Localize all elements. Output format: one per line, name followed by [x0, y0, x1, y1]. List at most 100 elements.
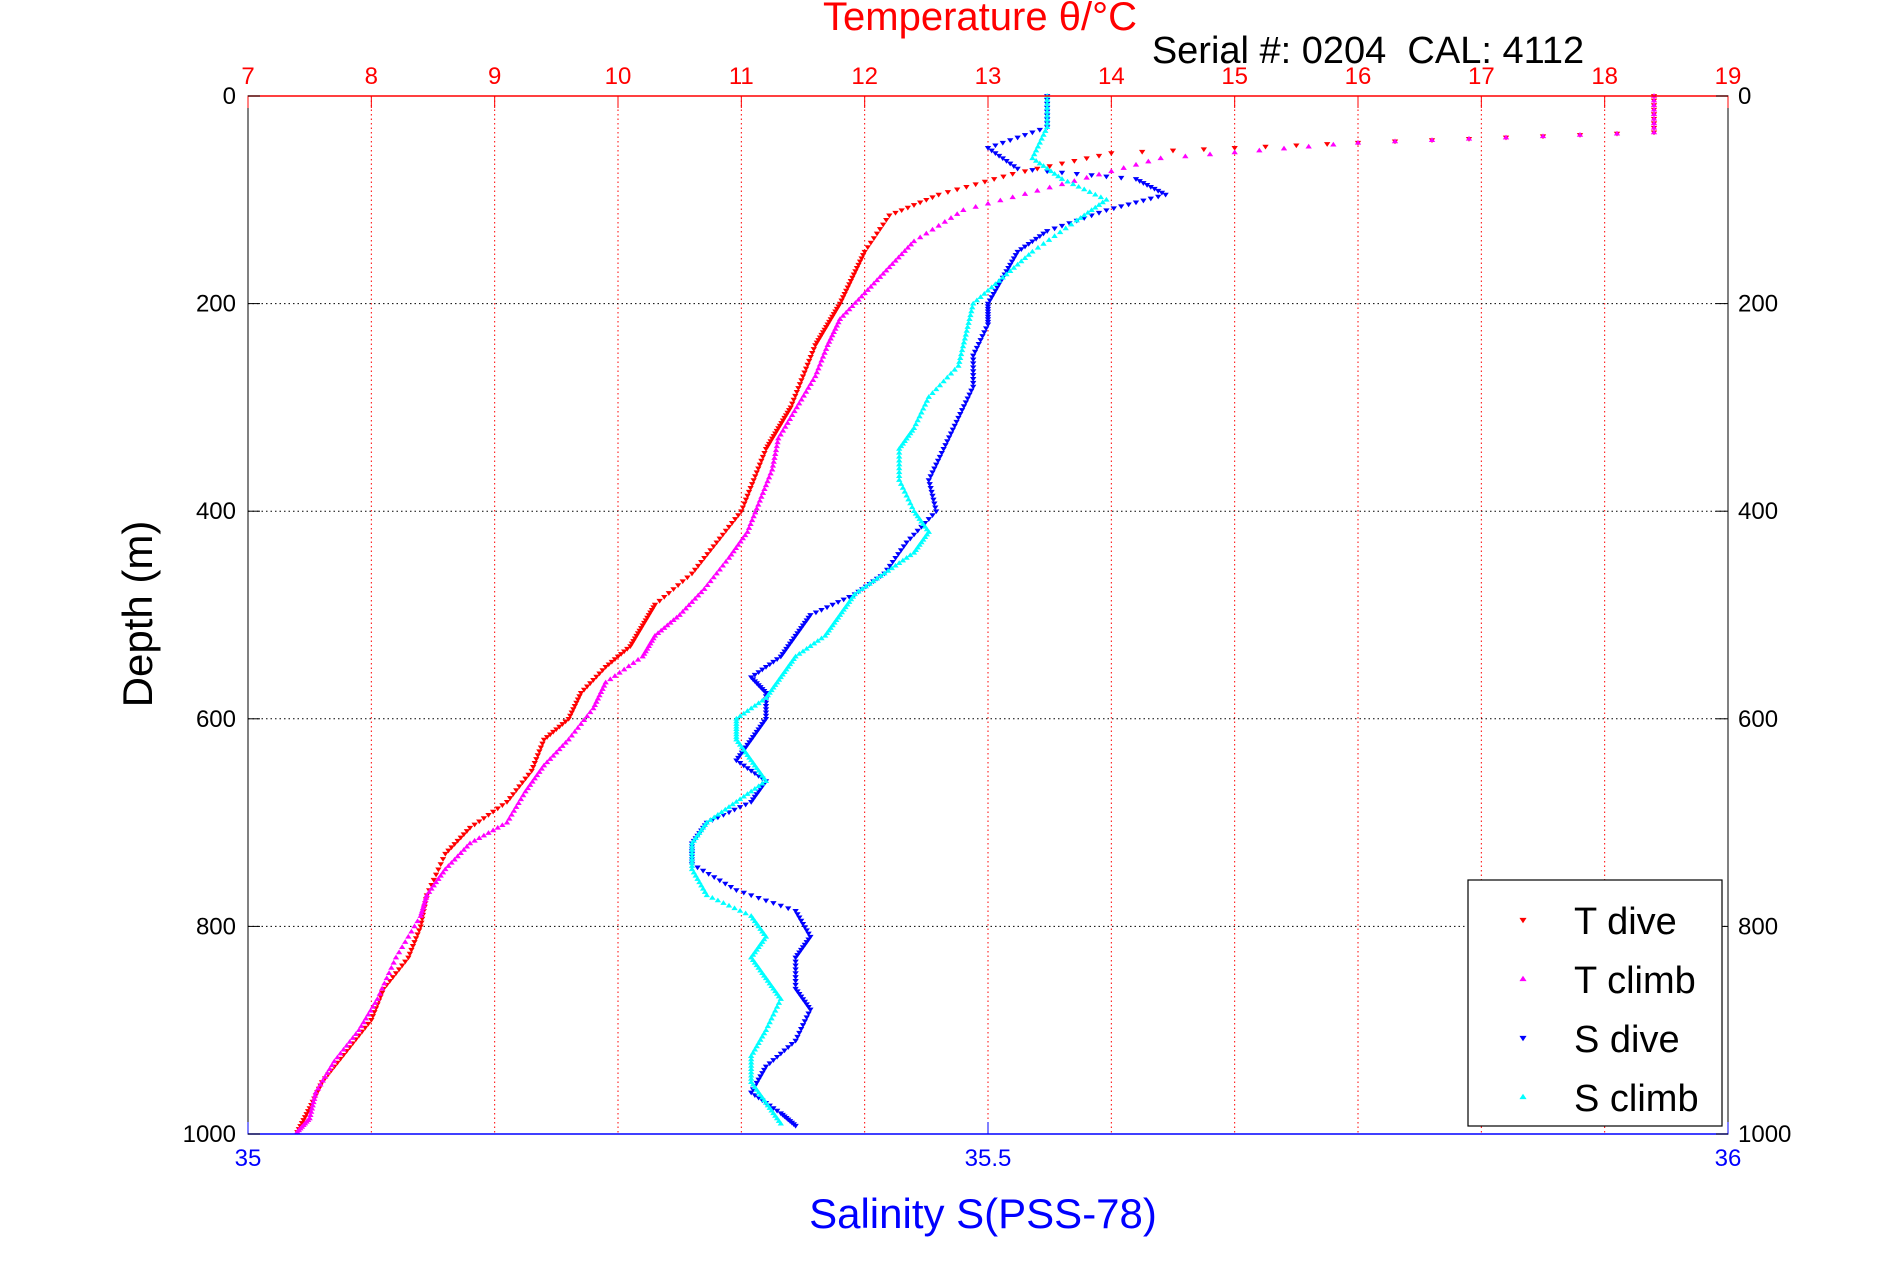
data-point — [536, 769, 543, 774]
data-point — [949, 427, 957, 433]
data-point — [1007, 262, 1014, 268]
data-point — [748, 788, 755, 794]
data-point — [676, 612, 683, 617]
data-point — [372, 1000, 379, 1005]
data-point — [958, 347, 966, 353]
data-point — [764, 444, 771, 450]
data-point — [738, 509, 745, 515]
data-point — [731, 807, 738, 813]
data-point — [485, 830, 492, 835]
data-point — [748, 737, 755, 743]
data-point — [815, 338, 822, 343]
data-point — [737, 538, 744, 544]
data-point — [414, 918, 421, 924]
data-point — [602, 665, 609, 670]
data-point — [1051, 226, 1058, 232]
data-point — [1029, 168, 1036, 173]
data-point — [742, 497, 750, 503]
data-point — [1132, 200, 1140, 206]
left-tick-label: 200 — [196, 291, 236, 318]
data-point — [966, 392, 973, 398]
data-point — [621, 649, 628, 655]
data-point — [1058, 223, 1066, 229]
data-point — [964, 396, 971, 402]
data-point — [744, 791, 751, 796]
data-point — [540, 737, 548, 743]
data-point — [694, 865, 701, 871]
data-point — [789, 412, 796, 418]
data-point — [694, 876, 701, 881]
data-point — [577, 690, 585, 696]
data-point — [1108, 151, 1115, 156]
data-point — [807, 643, 814, 648]
data-point — [930, 497, 937, 503]
data-point — [883, 218, 890, 223]
data-point — [1036, 139, 1043, 145]
legend-marker — [1519, 1093, 1527, 1100]
data-point — [827, 335, 834, 341]
data-point — [955, 415, 962, 421]
data-point — [1120, 165, 1127, 170]
data-point — [428, 885, 435, 891]
data-point — [901, 488, 908, 494]
data-point — [577, 721, 585, 726]
data-point — [392, 954, 400, 960]
data-point — [963, 184, 970, 190]
data-point — [749, 797, 757, 803]
data-point — [303, 1112, 310, 1117]
data-point — [935, 192, 942, 198]
data-point — [755, 727, 762, 733]
data-point — [1077, 215, 1084, 220]
data-point — [533, 772, 541, 778]
data-point — [539, 741, 546, 747]
data-point — [679, 579, 686, 585]
data-point — [970, 357, 977, 363]
data-point — [415, 928, 423, 934]
data-point — [1042, 128, 1049, 133]
data-point — [1157, 155, 1164, 161]
data-point — [593, 674, 600, 680]
data-point — [1014, 249, 1021, 255]
data-point — [839, 313, 847, 318]
data-point — [699, 885, 707, 891]
data-point — [524, 785, 531, 791]
data-point — [799, 623, 807, 629]
data-point — [806, 358, 813, 364]
data-point — [923, 398, 931, 403]
data-point — [866, 580, 873, 586]
data-point — [1010, 256, 1018, 262]
data-point — [793, 389, 800, 395]
data-point — [744, 742, 751, 748]
data-point — [856, 259, 864, 265]
data-point — [1073, 217, 1080, 223]
data-point — [1200, 147, 1207, 153]
data-point — [722, 806, 729, 812]
data-point — [673, 614, 680, 620]
data-point — [803, 1015, 810, 1021]
data-point — [1097, 194, 1105, 200]
data-point — [782, 413, 790, 419]
data-point — [395, 967, 403, 973]
data-point — [876, 227, 884, 232]
data-point — [540, 762, 548, 768]
data-point — [802, 388, 810, 394]
data-point — [972, 204, 979, 209]
data-point — [736, 805, 744, 810]
data-point — [670, 617, 677, 623]
data-point — [625, 663, 632, 669]
data-point — [896, 457, 903, 463]
data-point — [596, 671, 603, 677]
data-point — [1071, 159, 1078, 164]
data-point — [770, 1058, 777, 1063]
data-point — [805, 615, 812, 621]
data-point — [794, 989, 801, 995]
data-point — [907, 500, 914, 506]
data-point — [1539, 133, 1547, 139]
data-point — [664, 622, 671, 628]
chart-title: Temperature θ/°C — [823, 0, 1137, 39]
data-point — [343, 1042, 350, 1048]
data-point — [471, 837, 478, 843]
data-point — [547, 732, 554, 738]
data-point — [753, 470, 760, 476]
data-point — [395, 949, 403, 955]
